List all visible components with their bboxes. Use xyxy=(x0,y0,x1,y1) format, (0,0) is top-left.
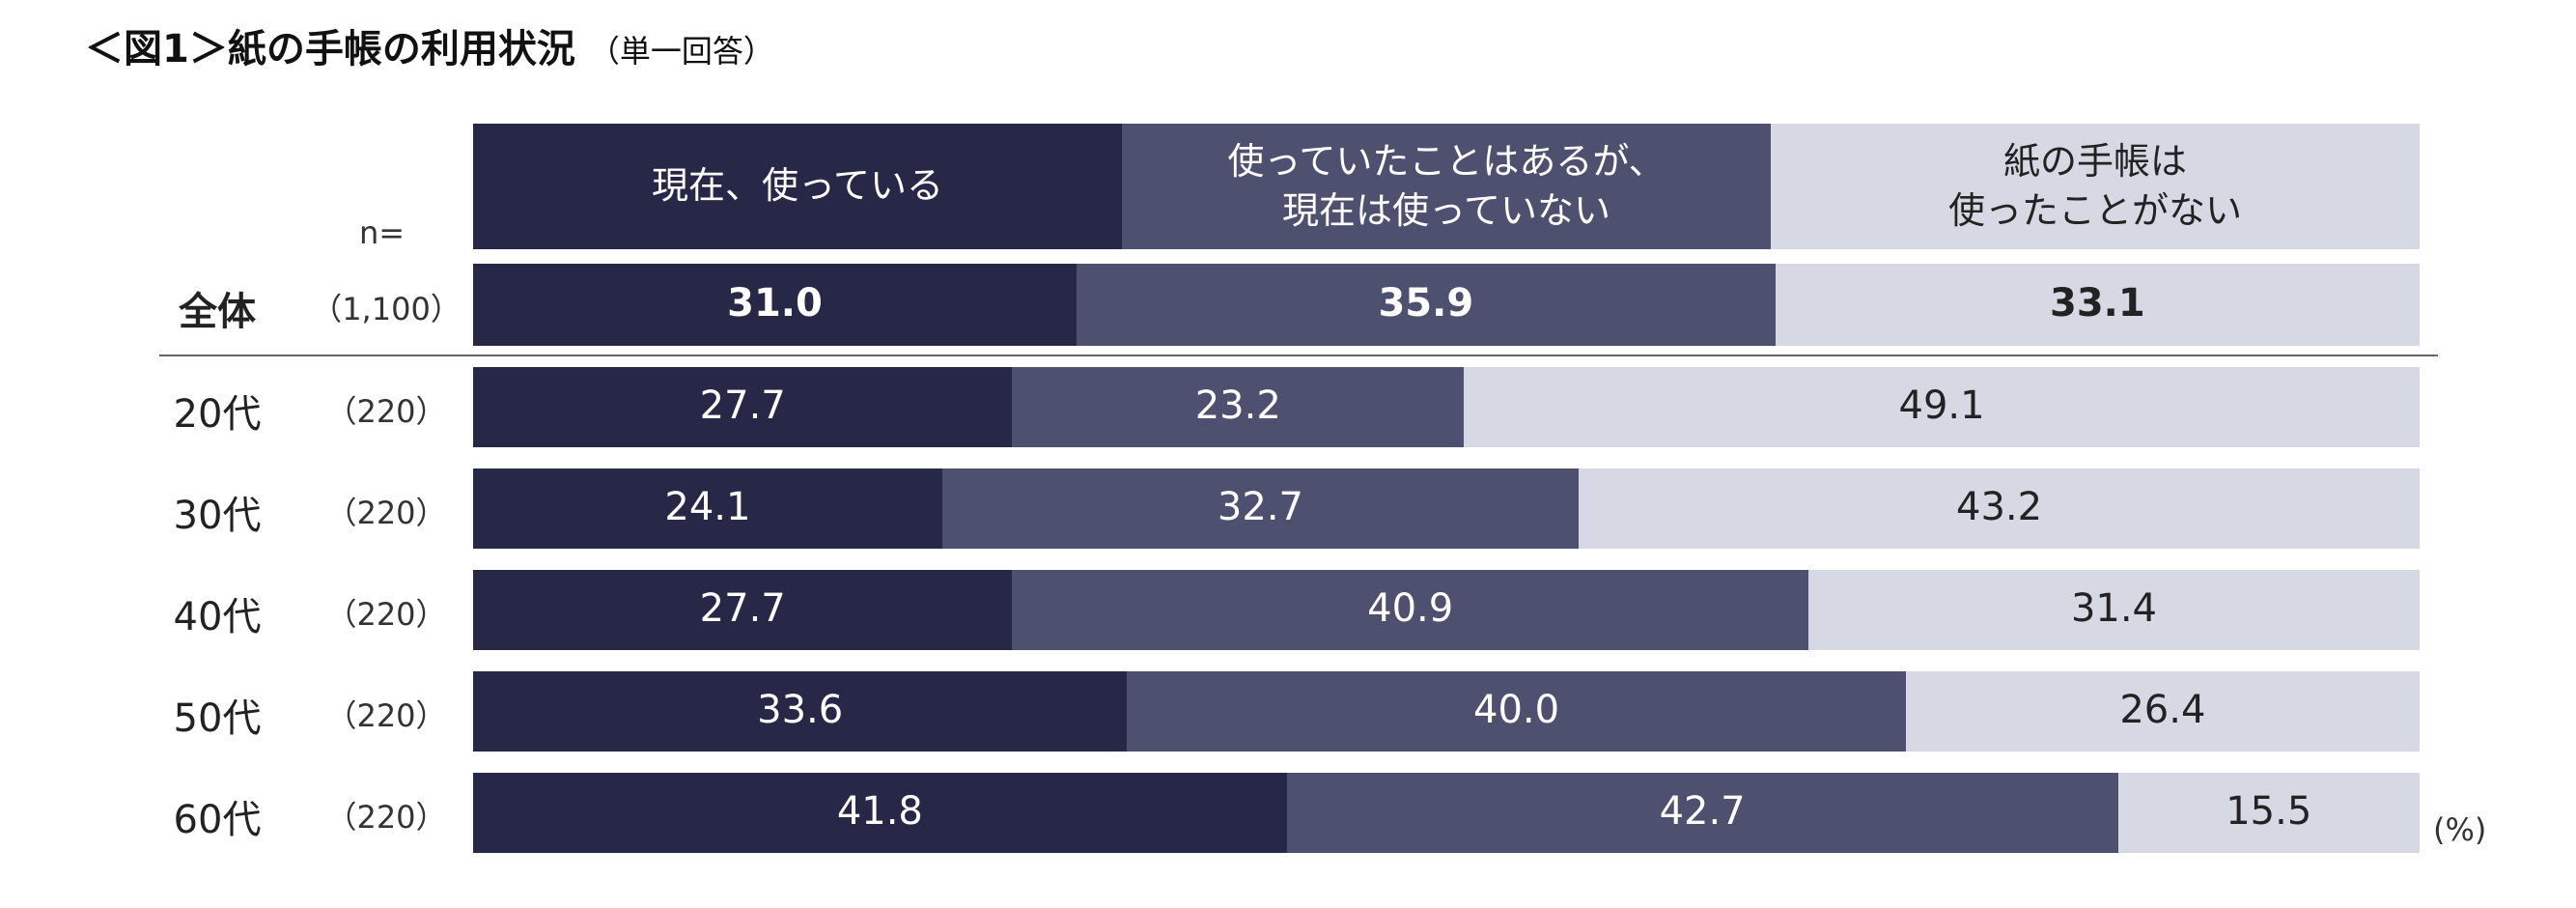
chart-title-main: ＜図1＞紙の手帳の利用状況 xyxy=(85,27,575,71)
data-label: 33.6 xyxy=(757,687,844,732)
bar-segment xyxy=(473,468,942,549)
chart-title-sub: （単一回答） xyxy=(588,33,774,70)
data-label: 24.1 xyxy=(664,484,751,529)
total-divider-line xyxy=(159,355,2438,356)
data-label: 27.7 xyxy=(699,383,786,428)
bar-segment xyxy=(1807,570,2420,650)
sample-size-label: （220） xyxy=(325,798,447,836)
bar-segment xyxy=(473,264,1077,346)
legend-item-3: 紙の手帳は 使ったことがない xyxy=(1771,124,2420,249)
legend-item-1: 現在、使っている xyxy=(473,124,1122,249)
data-label: 23.2 xyxy=(1194,383,1281,428)
chart-title: ＜図1＞紙の手帳の利用状況 （単一回答） xyxy=(85,17,774,73)
data-label: 32.7 xyxy=(1217,484,1303,529)
bar-segment xyxy=(473,367,1013,447)
data-label: 40.0 xyxy=(1473,687,1560,732)
bar-segment xyxy=(1286,773,2118,853)
category-label: 20代 xyxy=(173,391,262,437)
bar-segment xyxy=(473,570,1013,650)
bar-segment xyxy=(1464,367,2420,447)
category-label: 50代 xyxy=(173,695,262,741)
bar-segment xyxy=(1579,468,2420,549)
legend-item-2: 使っていたことはあるが、 現在は使っていない xyxy=(1122,124,1771,249)
category-label: 60代 xyxy=(173,797,262,842)
bar-segment xyxy=(1905,671,2420,752)
bar-segment xyxy=(473,671,1128,752)
bar-segment xyxy=(473,773,1287,853)
bar-segment xyxy=(1012,367,1465,447)
data-label: 43.2 xyxy=(1956,484,2043,529)
sample-size-label: （1,100） xyxy=(311,290,462,327)
data-label: 26.4 xyxy=(2119,687,2206,732)
bar-segment xyxy=(1012,570,1808,650)
unit-label: (%) xyxy=(2433,811,2487,848)
category-label: 全体 xyxy=(179,289,256,334)
data-label: 15.5 xyxy=(2226,788,2312,834)
bar-segment xyxy=(1127,671,1906,752)
sample-size-label: （220） xyxy=(325,696,447,734)
data-label: 35.9 xyxy=(1378,280,1474,326)
bar-segment xyxy=(1775,264,2420,346)
sample-size-label: （220） xyxy=(325,392,447,430)
bar-segment xyxy=(941,468,1580,549)
category-label: 40代 xyxy=(173,594,262,639)
sample-size-label: （220） xyxy=(325,494,447,531)
category-label: 30代 xyxy=(173,493,262,538)
data-label: 31.4 xyxy=(2070,585,2157,631)
data-label: 33.1 xyxy=(2049,280,2145,326)
sample-size-label: （220） xyxy=(325,595,447,633)
data-label: 42.7 xyxy=(1659,788,1746,834)
data-label: 41.8 xyxy=(836,788,923,834)
bar-segment xyxy=(2117,773,2420,853)
data-label: 40.9 xyxy=(1367,585,1454,631)
data-label: 49.1 xyxy=(1898,383,1985,428)
data-label: 27.7 xyxy=(699,585,786,631)
bar-segment xyxy=(1076,264,1776,346)
data-label: 31.0 xyxy=(727,280,823,326)
n-label: n= xyxy=(359,214,406,251)
